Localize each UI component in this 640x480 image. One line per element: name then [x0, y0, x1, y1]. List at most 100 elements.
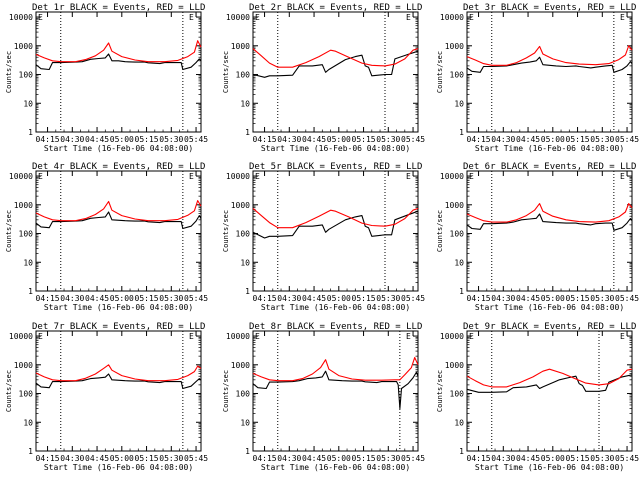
x-tick-label: 04:30 [277, 294, 301, 303]
x-tick-label: 04:15 [253, 294, 277, 303]
x-tick-label: 05:45 [615, 135, 639, 144]
y-tick-label: 10 [240, 258, 250, 267]
x-axis-label: Start Time (16-Feb-06 04:08:00) [475, 144, 624, 153]
x-tick-label: 05:45 [184, 135, 208, 144]
corner-mark: E [620, 172, 625, 181]
y-axis-label: Counts/sec [436, 210, 444, 252]
x-axis-label: Start Time (16-Feb-06 04:08:00) [44, 463, 193, 472]
x-tick-label: 05:45 [401, 135, 425, 144]
panel-6: Det 6r BLACK = Events, RED = LLD 1 10 100 10… [436, 162, 639, 312]
y-tick-label: 10000 [226, 13, 250, 22]
panel-7: Det 7r BLACK = Events, RED = LLD 1 10 100 10… [5, 322, 208, 472]
x-tick-label: 04:45 [516, 454, 540, 463]
corner-mark: E [406, 172, 411, 181]
y-tick-label: 1000 [445, 201, 464, 210]
events-series-line [35, 53, 202, 71]
x-tick-label: 05:45 [401, 454, 425, 463]
x-tick-label: 05:30 [376, 294, 400, 303]
x-tick-label: 05:15 [135, 294, 159, 303]
corner-mark: E [189, 172, 194, 181]
x-tick-label: 05:00 [541, 294, 565, 303]
plot-frame [35, 11, 202, 133]
x-tick-label: 05:30 [159, 454, 183, 463]
x-tick-label: 04:15 [467, 135, 491, 144]
x-axis-label: Start Time (16-Feb-06 04:08:00) [475, 303, 624, 312]
x-tick-label: 04:15 [253, 454, 277, 463]
x-tick-label: 05:45 [184, 454, 208, 463]
x-tick-label: 04:45 [516, 294, 540, 303]
y-tick-label: 1 [28, 447, 33, 456]
y-tick-label: 10000 [9, 332, 33, 341]
corner-mark: E [38, 172, 43, 181]
corner-mark: E [189, 13, 194, 22]
y-tick-label: 10 [23, 258, 33, 267]
y-tick-label: 100 [450, 390, 465, 399]
panel-title: Det 6r BLACK = Events, RED = LLD [463, 162, 636, 172]
y-tick-label: 1 [245, 128, 250, 137]
corner-mark: E [255, 172, 260, 181]
y-tick-label: 100 [236, 71, 251, 80]
corner-mark: E [255, 13, 260, 22]
events-series-line [252, 370, 419, 410]
x-tick-label: 05:15 [566, 135, 590, 144]
x-tick-label: 04:15 [467, 294, 491, 303]
events-series-line [466, 213, 633, 231]
panel-1: Det 1r BLACK = Events, RED = LLD 1 10 100 10… [5, 3, 208, 153]
panel-3: Det 3r BLACK = Events, RED = LLD 1 10 100 10… [436, 3, 639, 153]
x-tick-label: 05:30 [376, 135, 400, 144]
y-tick-label: 10 [240, 418, 250, 427]
y-tick-label: 1 [459, 128, 464, 137]
plot-frame [35, 170, 202, 292]
y-tick-label: 1000 [231, 201, 250, 210]
y-tick-label: 100 [19, 390, 34, 399]
x-tick-label: 05:15 [352, 135, 376, 144]
panel-grid: Det 1r BLACK = Events, RED = LLD11010010… [5, 3, 639, 472]
plot-frame [466, 330, 633, 452]
x-tick-label: 04:15 [36, 135, 60, 144]
panel-title: Det 7r BLACK = Events, RED = LLD [32, 322, 205, 332]
y-tick-label: 10000 [226, 172, 250, 181]
plot-frame [466, 170, 633, 292]
y-tick-label: 100 [236, 390, 251, 399]
x-tick-label: 04:15 [253, 135, 277, 144]
x-tick-label: 05:15 [566, 454, 590, 463]
x-tick-label: 04:30 [60, 454, 84, 463]
y-tick-label: 1000 [14, 361, 33, 370]
x-tick-label: 05:30 [159, 135, 183, 144]
y-tick-label: 10 [454, 99, 464, 108]
y-tick-label: 10000 [440, 13, 464, 22]
y-tick-label: 1000 [14, 201, 33, 210]
x-tick-label: 05:45 [615, 454, 639, 463]
y-tick-label: 10 [240, 99, 250, 108]
lld-series-line [252, 207, 419, 229]
y-axis-label: Counts/sec [222, 370, 230, 412]
x-tick-label: 05:00 [110, 454, 134, 463]
corner-mark: E [469, 13, 474, 22]
x-tick-label: 05:00 [327, 294, 351, 303]
x-tick-label: 05:15 [135, 135, 159, 144]
y-tick-label: 1 [28, 287, 33, 296]
events-series-line [35, 373, 202, 390]
x-tick-label: 04:45 [85, 294, 109, 303]
lld-series-line [466, 368, 633, 388]
panel-title: Det 3r BLACK = Events, RED = LLD [463, 3, 636, 13]
x-tick-label: 04:15 [467, 454, 491, 463]
panel-2: Det 2r BLACK = Events, RED = LLD 1 10 100 10… [222, 3, 425, 153]
x-tick-label: 04:45 [85, 454, 109, 463]
events-series-line [35, 211, 202, 230]
x-tick-label: 04:15 [36, 454, 60, 463]
lld-series-line [35, 200, 202, 222]
panel-9: Det 9r BLACK = Events, RED = LLD 1 10 100 10… [436, 322, 639, 472]
y-axis-label: Counts/sec [5, 210, 13, 252]
y-tick-label: 1000 [231, 361, 250, 370]
x-tick-label: 05:30 [590, 454, 614, 463]
corner-mark: E [38, 332, 43, 341]
x-axis-label: Start Time (16-Feb-06 04:08:00) [44, 144, 193, 153]
y-tick-label: 10 [454, 418, 464, 427]
x-tick-label: 05:30 [590, 135, 614, 144]
lld-series-line [252, 48, 419, 68]
plot-frame [252, 11, 419, 133]
x-tick-label: 05:00 [541, 454, 565, 463]
x-tick-label: 05:15 [135, 454, 159, 463]
